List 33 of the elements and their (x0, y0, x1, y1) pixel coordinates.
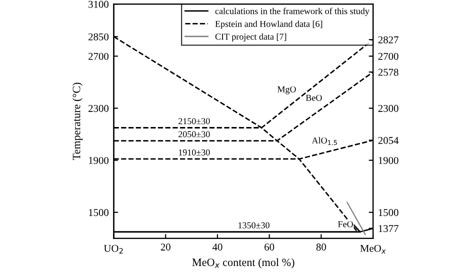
y2-tick-label: 2827 (378, 36, 398, 44)
x-tick-label: 60 (264, 244, 274, 251)
y2-tick-label: 1377 (378, 225, 398, 232)
annotation: 2150±30 (178, 118, 210, 124)
annotation: AlO$_{1.5}$ (312, 137, 337, 145)
annotation: FeO (338, 221, 353, 228)
x-axis-title: MeO$_{x}$ content (mol %) (192, 258, 294, 268)
x-tick-label: 80 (316, 244, 326, 251)
y2-tick-label: 2054 (378, 136, 399, 144)
x-tick-label: 40 (212, 244, 222, 251)
y2-tick-label: 2700 (378, 52, 398, 60)
y2-tick-label: 1900 (378, 156, 398, 164)
y-tick-label: 1900 (88, 156, 108, 164)
y2-tick-label: 2300 (378, 104, 398, 112)
annotation: MgO (277, 86, 296, 94)
y-tick-label: 1500 (88, 209, 108, 216)
annotation: BeO (306, 94, 322, 101)
y-tick-label: 3100 (88, 0, 108, 8)
annotation: 2050±30 (178, 131, 210, 138)
y-tick-label: 2850 (88, 33, 108, 40)
y-tick-label: 2300 (88, 104, 108, 112)
y2-tick-label: 2578 (378, 68, 398, 76)
annotation: 1350±30 (238, 222, 270, 228)
y-axis-title: Temperature (°C) (72, 82, 83, 160)
y-tick-label: 2700 (88, 52, 108, 60)
x-tick-label: 20 (160, 244, 170, 251)
legend-label: CIT project data [7] (215, 33, 286, 42)
legend-label: Epstein and Howland data [6] (215, 20, 322, 29)
y2-tick-label: 1500 (378, 209, 398, 216)
text: MeO$_{x}$ (360, 244, 386, 254)
text: UO$_{2}$ (104, 244, 123, 254)
annotation: 1910±30 (178, 149, 210, 156)
legend-label: calculations in the framework of this study (215, 8, 370, 16)
